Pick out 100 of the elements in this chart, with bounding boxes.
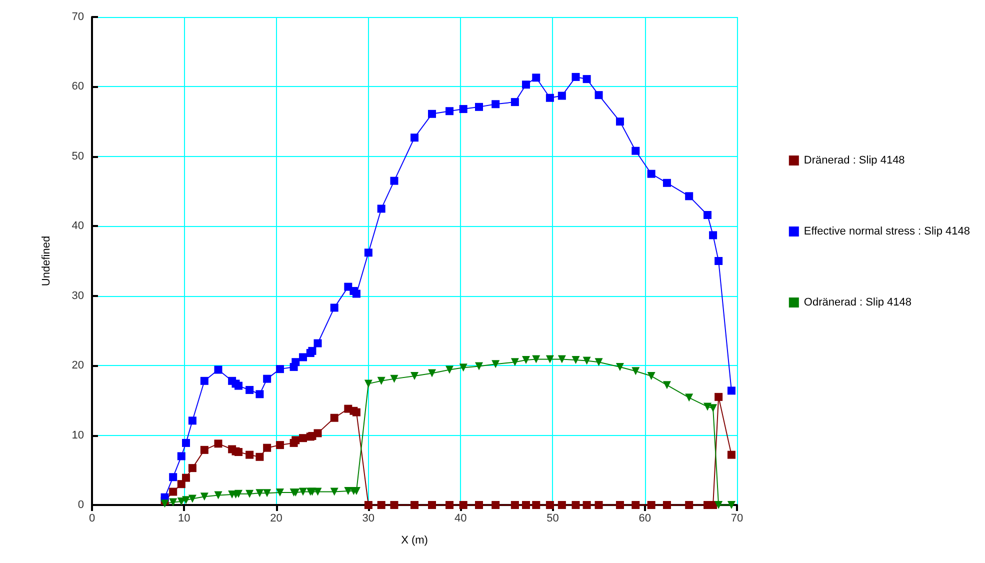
point <box>492 100 500 108</box>
point <box>188 464 196 472</box>
point <box>377 376 386 385</box>
point <box>459 364 468 372</box>
point <box>475 362 483 370</box>
point <box>522 356 530 364</box>
point <box>234 448 243 456</box>
point <box>428 501 436 509</box>
point <box>428 110 436 118</box>
point <box>558 92 566 100</box>
x-tick-label: 60 <box>638 512 651 524</box>
legend-label: Effective normal stress : Slip 4148 <box>804 226 970 238</box>
point <box>709 231 718 240</box>
x-tick-label: 20 <box>270 512 282 524</box>
point <box>169 473 178 482</box>
point <box>714 392 723 401</box>
point <box>582 501 591 509</box>
point <box>177 452 186 460</box>
point <box>330 488 338 496</box>
point <box>276 365 284 374</box>
x-tick-label: 10 <box>178 512 190 524</box>
point <box>594 358 603 366</box>
point <box>246 386 254 394</box>
y-tick-label: 40 <box>72 220 84 232</box>
point <box>188 416 196 425</box>
point <box>234 490 243 498</box>
point <box>582 75 591 84</box>
y-tick-label: 70 <box>72 11 84 23</box>
point <box>234 382 243 390</box>
point <box>459 105 468 114</box>
point <box>390 501 398 509</box>
point <box>492 360 500 368</box>
point <box>314 339 322 348</box>
point <box>263 374 272 383</box>
point <box>475 501 483 509</box>
point <box>714 501 723 509</box>
point <box>299 488 308 496</box>
point <box>709 404 718 412</box>
point <box>522 501 530 509</box>
y-tick-label: 10 <box>72 429 84 442</box>
y-tick-label: 60 <box>72 80 84 93</box>
point <box>263 489 272 498</box>
point <box>256 390 264 398</box>
point <box>214 491 222 500</box>
point <box>410 134 418 142</box>
point <box>188 494 196 503</box>
point <box>685 394 694 402</box>
point <box>662 381 671 390</box>
point <box>572 356 580 364</box>
y-tick-label: 0 <box>78 499 84 511</box>
y-tick-label: 20 <box>72 360 84 372</box>
point <box>200 376 208 385</box>
point <box>546 94 554 102</box>
point <box>214 440 222 448</box>
point <box>532 501 540 509</box>
point <box>263 444 272 452</box>
y-tick-label: 30 <box>72 290 84 302</box>
point <box>459 501 468 509</box>
point <box>546 355 554 364</box>
point <box>377 501 386 509</box>
point <box>364 380 372 388</box>
point <box>246 450 254 459</box>
legend-label: Dränerad : Slip 4148 <box>804 154 905 166</box>
point <box>390 176 398 185</box>
x-tick-label: 0 <box>88 512 96 524</box>
point <box>510 358 519 366</box>
point <box>182 438 190 447</box>
point <box>510 98 519 106</box>
point <box>558 355 566 364</box>
point <box>330 304 338 312</box>
x-axis-title: X (m) <box>401 534 428 546</box>
point <box>662 178 671 187</box>
point <box>685 501 694 509</box>
point <box>314 488 322 496</box>
y-tick-label: 50 <box>72 150 84 162</box>
point <box>276 488 284 496</box>
point <box>727 386 736 395</box>
point <box>377 204 386 213</box>
point <box>582 356 591 365</box>
point <box>410 372 418 380</box>
point <box>532 355 540 364</box>
point <box>492 501 500 509</box>
point <box>246 490 254 498</box>
point <box>714 257 723 265</box>
point <box>616 362 624 371</box>
x-tick-label: 40 <box>454 512 467 524</box>
point <box>685 192 694 200</box>
point <box>160 500 169 508</box>
point <box>299 434 308 442</box>
point <box>727 501 736 509</box>
point <box>632 367 640 376</box>
x-tick-label: 30 <box>362 512 375 524</box>
point <box>632 501 640 509</box>
point <box>632 146 640 155</box>
legend-label: Odränerad : Slip 4148 <box>804 296 912 308</box>
point <box>352 408 360 416</box>
point <box>428 369 436 378</box>
point <box>647 372 656 380</box>
point <box>256 489 264 498</box>
point <box>662 501 671 509</box>
